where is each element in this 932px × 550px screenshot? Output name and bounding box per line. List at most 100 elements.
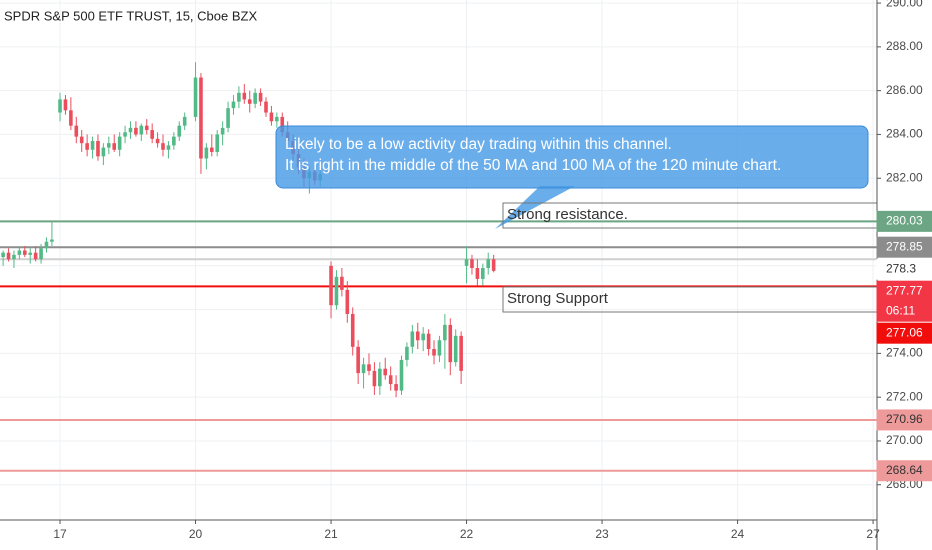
candle-body: [220, 127, 225, 135]
x-tick-label: 17: [53, 527, 67, 541]
candle-body: [237, 92, 241, 102]
candle-body: [405, 346, 409, 360]
candle-body: [275, 116, 279, 122]
countdown-label: 06:11: [886, 303, 915, 317]
candle-body: [204, 147, 209, 159]
candle-body: [139, 125, 144, 135]
candle-body: [378, 368, 382, 387]
candle-body: [144, 125, 149, 131]
candle-body: [39, 248, 43, 260]
candle-body: [340, 276, 344, 290]
candle-body: [182, 116, 187, 126]
y-tick-label: 290.00: [886, 0, 923, 9]
y-tick-label: 286.00: [886, 83, 923, 97]
candle-body: [481, 267, 485, 279]
price-label-box: [876, 210, 932, 232]
price-label-box: [876, 258, 932, 280]
price-label-box: [876, 460, 932, 482]
candle-body: [253, 92, 257, 104]
candle-body: [410, 331, 415, 347]
candle-body: [79, 136, 84, 144]
candle-body: [128, 127, 133, 133]
price-label: 278.3: [886, 261, 916, 275]
candle-body: [264, 101, 268, 113]
callout-tail: [495, 186, 575, 229]
candle-body: [50, 239, 54, 242]
candle-body: [258, 92, 263, 102]
candle-body: [172, 136, 176, 146]
candle-body: [486, 259, 491, 268]
candle-body: [166, 145, 171, 150]
candle-body: [101, 147, 106, 157]
candle-body: [345, 289, 350, 314]
candle-body: [17, 250, 22, 255]
callout-text: Likely to be a low activity day trading …: [285, 136, 672, 153]
candle-body: [215, 134, 220, 152]
price-label-box: [876, 236, 932, 258]
candle-body: [361, 364, 366, 374]
candle-body: [96, 141, 100, 157]
candle-body: [1, 252, 5, 258]
candle-body: [193, 77, 198, 117]
support-text: Strong Support: [507, 290, 609, 307]
candle-body: [426, 333, 431, 350]
y-tick-label: 284.00: [886, 127, 923, 141]
candle-body: [199, 77, 203, 159]
candle-body: [388, 375, 393, 385]
candle-body: [475, 267, 480, 279]
candle-body: [280, 116, 285, 133]
candle-body: [44, 241, 49, 249]
candle-body: [161, 143, 165, 150]
x-tick-label: 21: [324, 527, 338, 541]
candle-body: [134, 127, 138, 135]
price-label-box: [876, 409, 932, 431]
candle-body: [28, 252, 33, 255]
candle-body: [231, 101, 236, 109]
candle-body: [22, 250, 27, 255]
axes: 268.00270.00272.00274.00276.00278.00280.…: [53, 0, 932, 541]
candle-body: [350, 313, 355, 347]
candle-body: [491, 259, 496, 271]
candle-body: [453, 335, 458, 363]
candle-body: [242, 92, 247, 100]
candle-body: [6, 252, 11, 260]
candle-body: [58, 99, 62, 113]
x-tick-label: 27: [866, 527, 880, 541]
price-label: 268.64: [886, 463, 923, 477]
price-label: 280.03: [886, 214, 923, 228]
y-tick-label: 282.00: [886, 170, 923, 184]
candle-body: [432, 349, 436, 356]
candle-body: [383, 368, 388, 376]
candle-body: [443, 324, 447, 341]
candle-body: [470, 259, 474, 268]
price-label: 270.96: [886, 412, 923, 426]
price-label-box: [876, 322, 932, 344]
x-tick-label: 23: [595, 527, 609, 541]
candle-body: [372, 370, 377, 387]
candle-body: [63, 99, 68, 111]
candle-body: [123, 132, 127, 137]
candle-body: [247, 99, 252, 104]
candle-body: [399, 359, 404, 391]
candle-body: [33, 252, 38, 260]
candle-body: [394, 384, 398, 391]
candle-body: [464, 259, 469, 266]
annotations: Likely to be a low activity day trading …: [275, 125, 878, 313]
candle-body: [459, 335, 463, 371]
candle-body: [112, 143, 117, 150]
callout-text: It is right in the middle of the 50 MA a…: [285, 157, 781, 174]
candle-body: [209, 147, 214, 152]
candle-body: [356, 346, 360, 374]
candle-body: [12, 254, 16, 260]
callout-box: [275, 125, 869, 189]
candle-body: [74, 125, 79, 137]
candle-body: [437, 340, 442, 356]
candle-body: [226, 108, 230, 128]
price-label: 278.85: [886, 239, 923, 253]
candle-body: [107, 143, 111, 148]
candle-body: [367, 364, 371, 371]
y-tick-label: 270.00: [886, 433, 923, 447]
y-tick-label: 272.00: [886, 389, 923, 403]
x-tick-label: 22: [460, 527, 474, 541]
